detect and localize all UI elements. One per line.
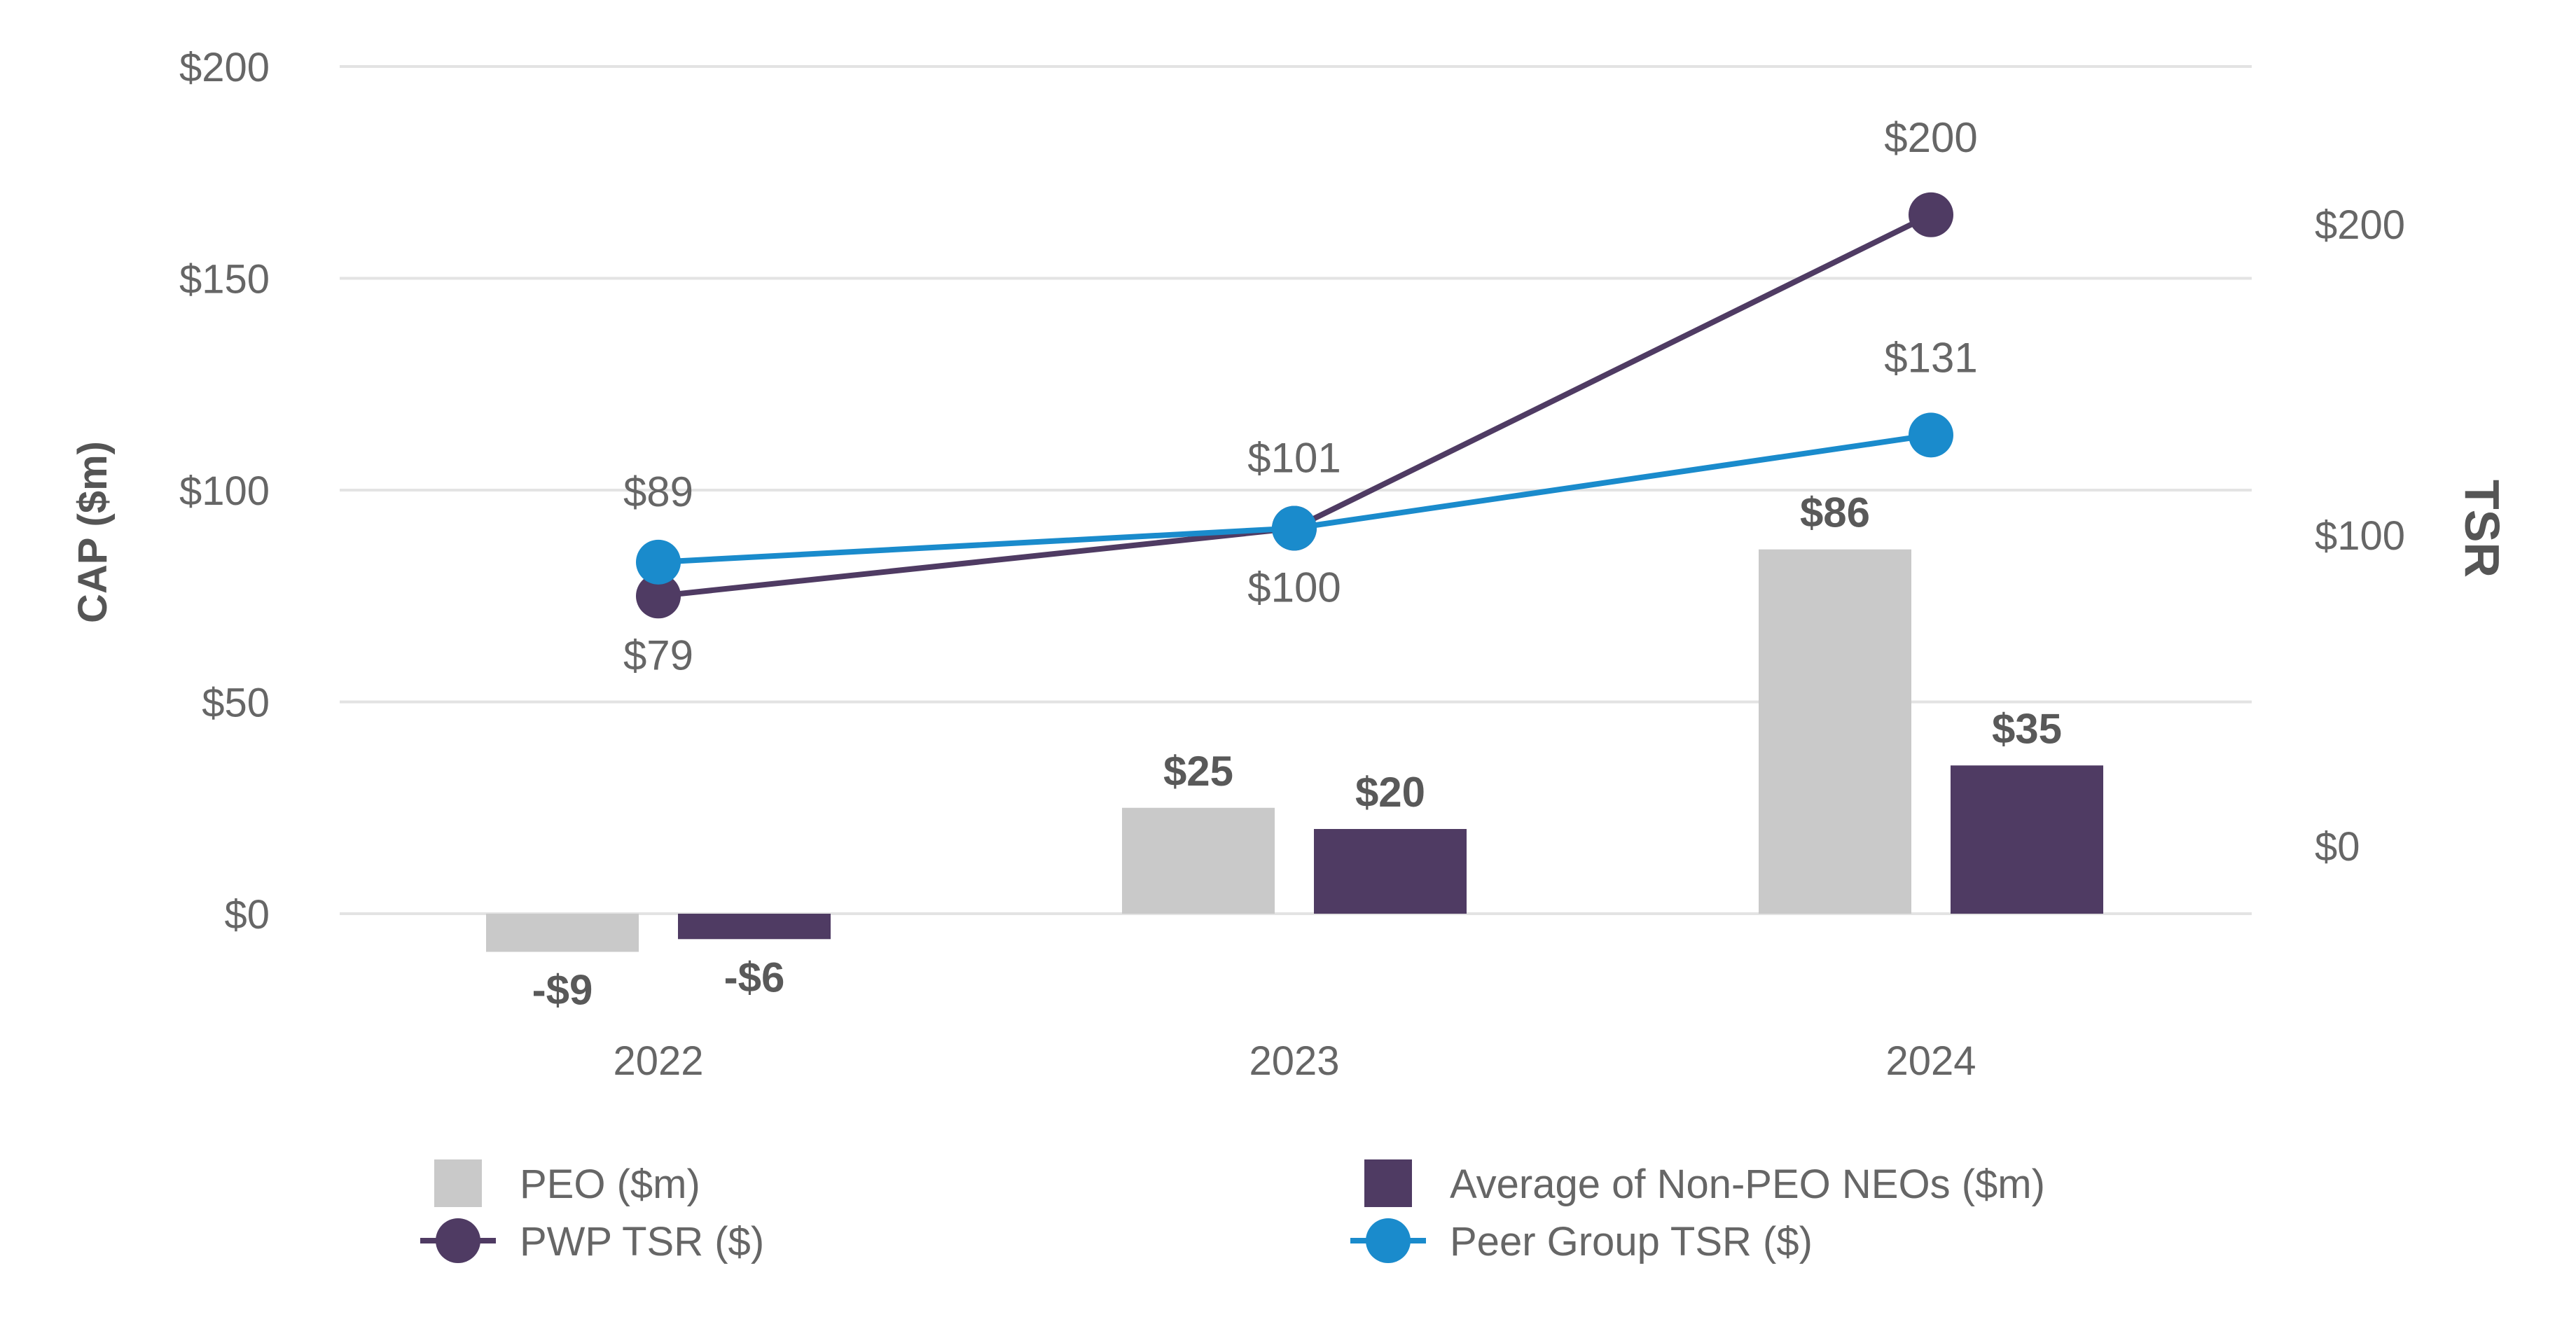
peer-tsr-point-2024 (1909, 412, 1953, 458)
legend-label: PEO ($m) (520, 1162, 700, 1207)
left-axis-title: CAP ($m) (70, 441, 116, 623)
bars (486, 549, 2103, 952)
peer-tsr-point-2022 (636, 539, 681, 585)
category-label: 2024 (1885, 1038, 1976, 1084)
legend-marker (436, 1218, 480, 1263)
left-tick-label: $0 (224, 892, 270, 938)
left-tick-label: $100 (179, 468, 270, 514)
right-tick-label: $100 (2315, 513, 2405, 559)
data-labels: -$9 $25 $86 -$6 $20 $35 $79 $100 $200 $89 $101 $131 (532, 114, 2062, 1014)
right-axis-title: TSR (2455, 480, 2509, 578)
category-label: 2023 (1249, 1038, 1339, 1084)
left-tick-label: $50 (202, 681, 270, 726)
legend-marker (1366, 1218, 1411, 1263)
legend-swatch (434, 1159, 482, 1207)
legend-label: Peer Group TSR ($) (1450, 1219, 1813, 1264)
legend: PEO ($m) Average of Non-PEO NEOs ($m) PWP … (420, 1159, 2045, 1264)
bar-peo-2023 (1122, 807, 1275, 914)
legend-label: PWP TSR ($) (520, 1219, 764, 1264)
bar-value-label: $86 (1800, 489, 1870, 536)
peer-tsr-point-2023 (1272, 506, 1317, 551)
bar-non-peo-neo-2022 (678, 914, 831, 940)
legend-swatch (1364, 1159, 1412, 1207)
tsr-lines (636, 192, 1953, 619)
bar-value-label: -$9 (532, 966, 593, 1013)
bar-peo-2024 (1759, 549, 1911, 914)
left-tick-label: $200 (179, 45, 270, 90)
pwp-tsr-point-2024 (1909, 192, 1953, 237)
line-value-label: $131 (1884, 334, 1977, 381)
bar-peo-2022 (486, 914, 639, 952)
bar-value-label: $35 (1992, 705, 2062, 752)
pwp-tsr-point-2022 (636, 573, 681, 619)
bar-value-label: -$6 (724, 954, 785, 1001)
right-tick-label: $200 (2315, 202, 2405, 248)
gridlines (340, 65, 2252, 915)
left-tick-label: $150 (179, 257, 270, 302)
category-label: 2022 (613, 1038, 703, 1084)
line-value-label: $200 (1884, 114, 1977, 161)
bar-non-peo-neo-2024 (1951, 765, 2103, 914)
bar-value-label: $20 (1355, 769, 1425, 816)
bar-value-label: $25 (1163, 748, 1233, 795)
line-value-label: $79 (623, 632, 693, 678)
right-tick-label: $0 (2315, 824, 2360, 870)
line-value-label: $89 (623, 468, 693, 515)
line-value-label: $100 (1247, 564, 1341, 611)
bar-non-peo-neo-2023 (1314, 829, 1467, 914)
line-value-label: $101 (1247, 434, 1341, 481)
legend-label: Average of Non-PEO NEOs ($m) (1450, 1162, 2045, 1207)
axes: CAP ($m) TSR $0 $50 $100 $150 $200 $0 $100 $200… (70, 45, 2509, 1084)
